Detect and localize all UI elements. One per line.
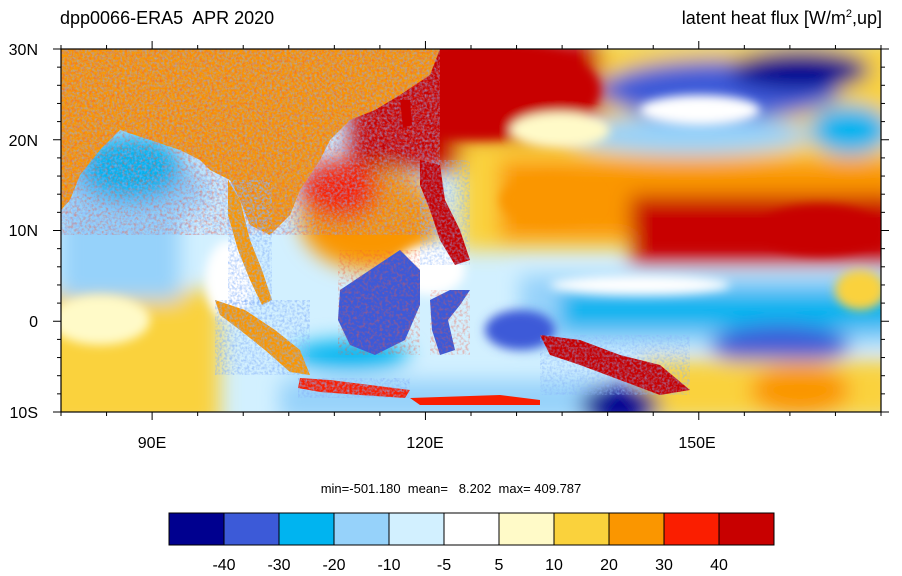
title-right-sup: 2 — [845, 8, 852, 20]
lon-label-150e: 150E — [678, 435, 715, 452]
lat-label-20n: 20N — [9, 133, 38, 150]
longitude-ticks — [60, 41, 882, 420]
lon-label-120e: 120E — [406, 435, 443, 452]
land-masses — [61, 49, 690, 405]
lat-label-30n: 30N — [9, 42, 38, 59]
lon-label-90e: 90E — [138, 435, 166, 452]
lat-label-eq: 0 — [29, 314, 38, 331]
lat-label-10n: 10N — [9, 223, 38, 240]
map-title-left: dpp0066-ERA5 APR 2020 — [60, 8, 275, 28]
title-right-tail: ,up] — [851, 8, 882, 28]
stats-line: min=-501.180 mean= 8.202 max= 409.787 — [320, 481, 582, 496]
flux-field — [61, 49, 881, 412]
title-right-main: latent heat flux [W/m — [681, 8, 846, 28]
latitude-ticks — [53, 48, 889, 413]
map-title-right: latent heat flux [W/m2,up] — [682, 8, 882, 29]
lat-label-10s: 10S — [10, 405, 38, 422]
